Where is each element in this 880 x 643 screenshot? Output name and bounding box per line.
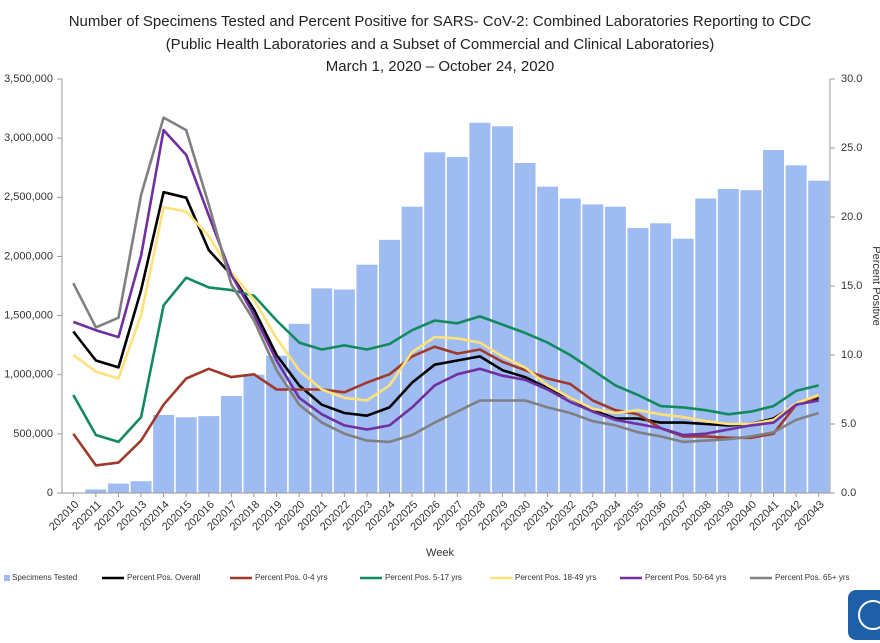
y2-tick-label: 5.0: [841, 418, 856, 430]
bar: [627, 228, 649, 494]
bar: [559, 198, 581, 493]
lines: [72, 116, 820, 467]
bar: [446, 157, 468, 493]
bar: [763, 149, 785, 493]
line-series: [72, 128, 819, 437]
bar: [266, 355, 288, 493]
bar: [243, 374, 265, 493]
bar: [153, 414, 175, 493]
bar: [356, 264, 378, 493]
bar: [650, 223, 672, 493]
chart-title: Number of Specimens Tested and Percent P…: [69, 13, 812, 30]
line-series: [72, 276, 820, 444]
y-tick-label: 3,500,000: [4, 73, 53, 85]
bar: [491, 126, 513, 494]
y-tick-label: 3,000,000: [4, 132, 53, 144]
y2-axis-label: Percent Positive: [870, 246, 880, 325]
y2-tick-label: 25.0: [841, 142, 862, 154]
legend-swatch: [4, 575, 10, 581]
bar: [198, 416, 220, 493]
legend-label: Percent Pos. 65+ yrs: [775, 573, 849, 582]
y-tick-label: 500,000: [13, 428, 53, 440]
bar: [717, 189, 739, 493]
bar: [469, 122, 491, 493]
bar: [785, 165, 807, 493]
bars: [62, 122, 830, 494]
y-tick-label: 2,000,000: [4, 250, 53, 262]
logo: [848, 590, 880, 640]
line-series: [72, 116, 820, 444]
bar: [514, 162, 536, 494]
bar: [107, 483, 129, 493]
bar: [379, 239, 401, 493]
bar: [582, 204, 604, 493]
bar: [288, 323, 310, 493]
bar: [85, 489, 107, 493]
y-tick-label: 0: [47, 487, 53, 499]
y-tick-label: 1,000,000: [4, 369, 53, 381]
line-series: [72, 206, 820, 426]
chart-subtitle: March 1, 2020 – October 24, 2020: [326, 58, 554, 75]
legend-label: Specimens Tested: [12, 573, 77, 582]
y2-tick-label: 10.0: [841, 349, 862, 361]
bar: [808, 180, 830, 493]
y2-tick-label: 20.0: [841, 211, 862, 223]
bar: [220, 396, 242, 493]
y-tick-label: 2,500,000: [4, 191, 53, 203]
chart-subtitle: (Public Health Laboratories and a Subset…: [166, 36, 715, 53]
bar: [130, 481, 152, 493]
y2-tick-label: 0.0: [841, 487, 856, 499]
bar: [424, 152, 446, 493]
line-series: [72, 345, 820, 467]
bar: [740, 190, 762, 493]
bar: [672, 238, 694, 493]
bar: [175, 417, 197, 493]
bar: [604, 206, 626, 493]
legend-label: Percent Pos. 0-4 yrs: [255, 573, 327, 582]
bar: [401, 206, 423, 493]
y-tick-label: 1,500,000: [4, 309, 53, 321]
legend-label: Percent Pos. 18-49 yrs: [515, 573, 596, 582]
legend-label: Percent Pos. 50-64 yrs: [645, 573, 726, 582]
bar: [537, 186, 559, 493]
legend: Specimens Tested Percent Pos. Overall Perc…: [4, 573, 849, 582]
y2-tick-label: 30.0: [841, 73, 862, 85]
x-axis-label: Week: [426, 547, 454, 559]
legend-label: Percent Pos. 5-17 yrs: [385, 573, 462, 582]
y2-tick-label: 15.0: [841, 280, 862, 292]
legend-label: Percent Pos. Overall: [127, 573, 201, 582]
bar: [695, 198, 717, 493]
